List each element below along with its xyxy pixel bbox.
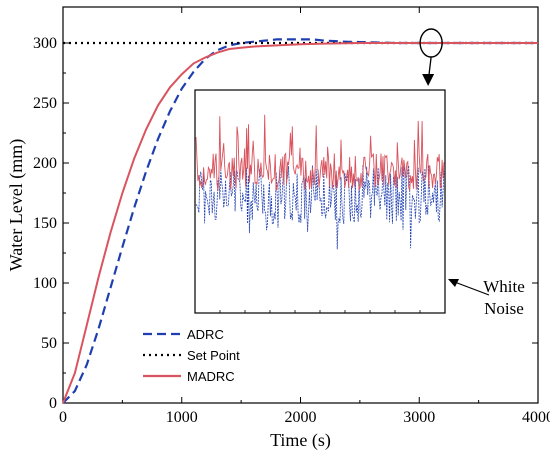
- y-axis-label: Water Level (mm): [6, 139, 27, 272]
- noise-inset: [194, 89, 446, 314]
- x-tick-label: 3000: [403, 409, 435, 426]
- inset-noise-adrc: [195, 165, 445, 250]
- x-tick-label: 0: [59, 409, 67, 426]
- zoom-arrow-head: [422, 74, 435, 86]
- legend-label-adrc: ADRC: [187, 327, 224, 342]
- noise-arrow-head: [448, 279, 459, 287]
- noise-arrow-line: [451, 280, 490, 296]
- legend: ADRC Set Point MADRC: [143, 327, 240, 384]
- y-tick-label: 300: [33, 35, 57, 52]
- y-tick-label: 0: [49, 395, 57, 412]
- annotation-white: White: [483, 277, 525, 296]
- legend-label-madrc: MADRC: [187, 369, 235, 384]
- annotations: White Noise: [419, 28, 525, 318]
- series-line-adrc: [62, 38, 538, 404]
- x-tick-label: 2000: [285, 409, 317, 426]
- series-line-madrc: [62, 42, 538, 404]
- x-tick-label: 4000: [522, 409, 550, 426]
- y-tick-label: 150: [33, 215, 57, 232]
- inset-noise-madrc: [195, 114, 445, 192]
- legend-label-set-point: Set Point: [187, 348, 240, 363]
- x-tick-label: 1000: [166, 409, 198, 426]
- y-tick-label: 200: [33, 155, 57, 172]
- y-tick-label: 100: [33, 275, 57, 292]
- axes: 0 1000 2000 3000 4000 0 50 100 150 200 250 300 Time …: [6, 6, 550, 451]
- y-tick-label: 250: [33, 95, 57, 112]
- y-tick-label: 50: [41, 335, 57, 352]
- x-axis-label: Time (s): [270, 430, 331, 451]
- series-layer: [62, 38, 538, 404]
- inset-frame: [194, 89, 446, 314]
- annotation-noise: Noise: [484, 299, 524, 318]
